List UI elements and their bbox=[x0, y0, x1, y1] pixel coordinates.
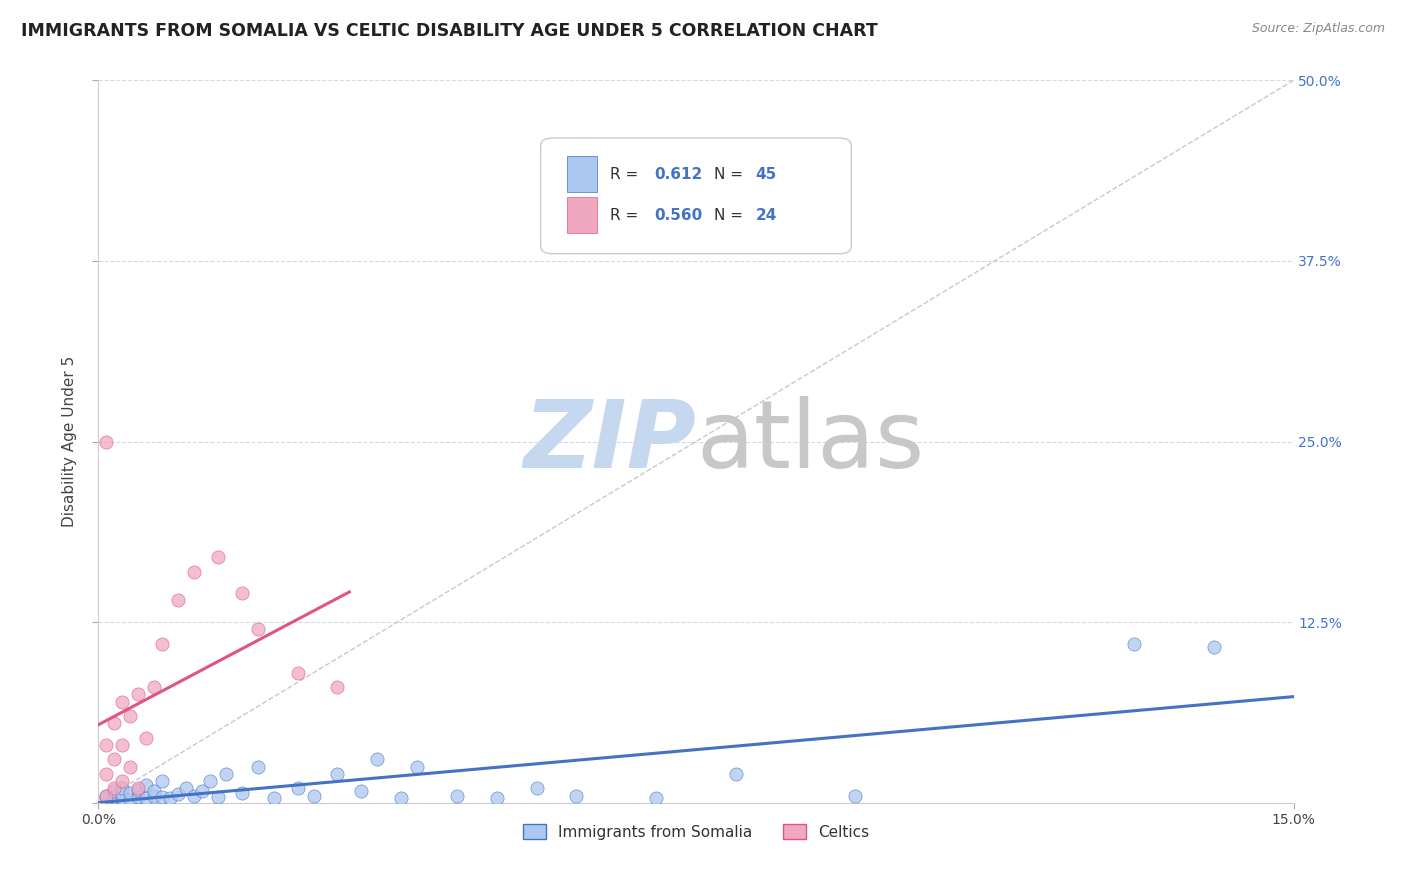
Point bbox=[111, 781, 134, 796]
Text: 45: 45 bbox=[756, 167, 778, 182]
Point bbox=[120, 793, 142, 807]
Point bbox=[103, 784, 125, 798]
Point bbox=[111, 791, 134, 805]
Point bbox=[191, 784, 214, 798]
FancyBboxPatch shape bbox=[567, 197, 596, 234]
Point bbox=[159, 791, 181, 805]
Point bbox=[111, 738, 134, 752]
Point bbox=[366, 752, 388, 766]
FancyBboxPatch shape bbox=[567, 156, 596, 193]
Point bbox=[120, 709, 142, 723]
Point bbox=[406, 760, 429, 774]
Point bbox=[150, 790, 173, 805]
Text: 0.560: 0.560 bbox=[654, 208, 703, 223]
Text: N =: N = bbox=[714, 208, 748, 223]
Point bbox=[103, 716, 125, 731]
Point bbox=[231, 786, 253, 800]
Point bbox=[103, 793, 125, 807]
Point bbox=[231, 586, 253, 600]
Point bbox=[844, 789, 866, 803]
Point bbox=[135, 791, 157, 805]
Point bbox=[302, 789, 325, 803]
Point bbox=[96, 434, 118, 449]
Point bbox=[183, 789, 205, 803]
Point bbox=[111, 695, 134, 709]
Text: R =: R = bbox=[610, 167, 643, 182]
Point bbox=[198, 774, 221, 789]
Point bbox=[724, 767, 747, 781]
Point bbox=[326, 767, 349, 781]
Legend: Immigrants from Somalia, Celtics: Immigrants from Somalia, Celtics bbox=[517, 818, 875, 846]
Point bbox=[215, 767, 238, 781]
Point bbox=[111, 787, 134, 801]
Text: 24: 24 bbox=[756, 208, 778, 223]
Point bbox=[207, 790, 229, 805]
Point bbox=[120, 760, 142, 774]
Point bbox=[111, 774, 134, 789]
Point bbox=[120, 786, 142, 800]
Point bbox=[167, 787, 190, 801]
Text: N =: N = bbox=[714, 167, 748, 182]
Point bbox=[207, 550, 229, 565]
FancyBboxPatch shape bbox=[541, 138, 852, 253]
Point bbox=[150, 774, 173, 789]
Point bbox=[1123, 637, 1146, 651]
Point bbox=[96, 738, 118, 752]
Text: Source: ZipAtlas.com: Source: ZipAtlas.com bbox=[1251, 22, 1385, 36]
Point bbox=[150, 637, 173, 651]
Point bbox=[143, 680, 166, 694]
Point bbox=[485, 791, 508, 805]
Text: atlas: atlas bbox=[696, 395, 924, 488]
Point bbox=[174, 781, 197, 796]
Point bbox=[565, 789, 588, 803]
Point bbox=[96, 767, 118, 781]
Point bbox=[350, 784, 373, 798]
Point bbox=[135, 731, 157, 745]
Point bbox=[246, 760, 269, 774]
Point bbox=[645, 791, 668, 805]
Point bbox=[127, 781, 149, 796]
Point bbox=[143, 784, 166, 798]
Point bbox=[103, 752, 125, 766]
Point bbox=[103, 790, 125, 805]
Point bbox=[127, 782, 149, 797]
Point bbox=[326, 680, 349, 694]
Point bbox=[287, 665, 309, 680]
Point bbox=[1202, 640, 1225, 654]
Y-axis label: Disability Age Under 5: Disability Age Under 5 bbox=[62, 356, 77, 527]
Point bbox=[287, 781, 309, 796]
Text: R =: R = bbox=[610, 208, 643, 223]
Point bbox=[143, 789, 166, 803]
Text: IMMIGRANTS FROM SOMALIA VS CELTIC DISABILITY AGE UNDER 5 CORRELATION CHART: IMMIGRANTS FROM SOMALIA VS CELTIC DISABI… bbox=[21, 22, 877, 40]
Text: ZIP: ZIP bbox=[523, 395, 696, 488]
Point bbox=[526, 781, 548, 796]
Point bbox=[167, 593, 190, 607]
Point bbox=[96, 789, 118, 803]
Point bbox=[246, 623, 269, 637]
Point bbox=[127, 687, 149, 701]
Point bbox=[127, 790, 149, 805]
Point bbox=[96, 789, 118, 803]
Point bbox=[135, 779, 157, 793]
Point bbox=[263, 791, 285, 805]
Point bbox=[389, 791, 412, 805]
Point bbox=[183, 565, 205, 579]
Text: 0.612: 0.612 bbox=[654, 167, 703, 182]
Point bbox=[446, 789, 468, 803]
Point bbox=[103, 781, 125, 796]
Point bbox=[96, 791, 118, 805]
